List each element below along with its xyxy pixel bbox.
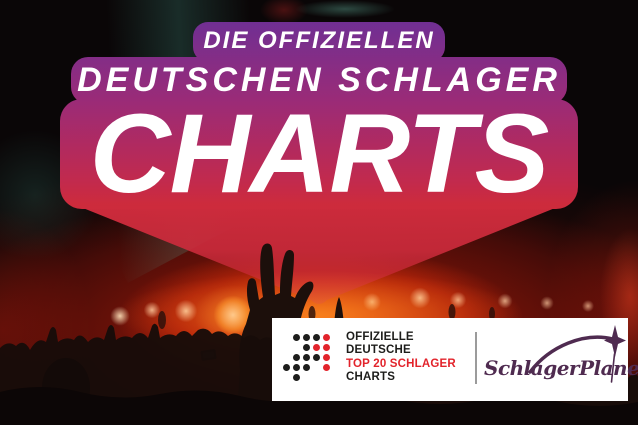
logo-dot bbox=[293, 334, 300, 341]
crowd-front-row bbox=[0, 387, 638, 425]
sparkle-star-icon bbox=[604, 325, 626, 357]
logo-dot bbox=[323, 344, 330, 351]
logo-dot bbox=[323, 364, 330, 371]
charts-logo-line: DEUTSCHE bbox=[346, 344, 411, 357]
planet-swoosh-icon bbox=[528, 325, 626, 383]
logo-dot bbox=[293, 364, 300, 371]
logo-dot bbox=[313, 334, 320, 341]
charts-dots-logo bbox=[282, 333, 342, 393]
charts-logo-line: CHARTS bbox=[346, 371, 396, 384]
logo-dot bbox=[323, 354, 330, 361]
logo-dot bbox=[323, 334, 330, 341]
partner-logo-bar: OFFIZIELLE DEUTSCHE TOP 20 SCHLAGER CHAR… bbox=[272, 318, 638, 401]
logo-dot bbox=[303, 364, 310, 371]
logo-dot bbox=[293, 354, 300, 361]
logo-divider bbox=[475, 332, 477, 384]
logo-dot bbox=[283, 364, 290, 371]
logo-dot bbox=[303, 334, 310, 341]
charts-logo-line: TOP 20 SCHLAGER bbox=[346, 357, 456, 370]
charts-logo-line: OFFIZIELLE bbox=[346, 331, 414, 343]
logo-dot bbox=[313, 344, 320, 351]
charts-logo-text: OFFIZIELLE DEUTSCHE TOP 20 SCHLAGER CHAR… bbox=[346, 331, 456, 385]
logo-dot bbox=[293, 374, 300, 381]
logo-dot bbox=[303, 344, 310, 351]
logo-dot bbox=[313, 354, 320, 361]
logo-dot bbox=[303, 354, 310, 361]
